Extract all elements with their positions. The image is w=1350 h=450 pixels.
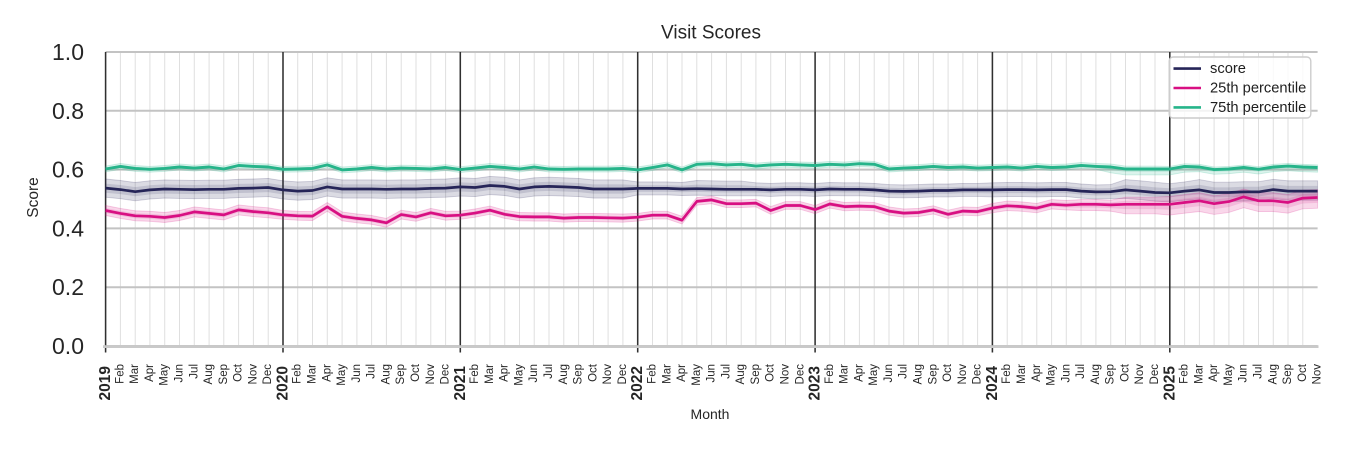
svg-text:Apr: Apr bbox=[499, 364, 511, 382]
svg-text:Oct: Oct bbox=[942, 363, 954, 382]
svg-text:Sep: Sep bbox=[1282, 364, 1294, 384]
svg-text:Feb: Feb bbox=[1179, 364, 1191, 384]
svg-text:Jul: Jul bbox=[720, 364, 732, 379]
svg-text:Aug: Aug bbox=[558, 364, 570, 384]
svg-text:Aug: Aug bbox=[380, 364, 392, 384]
svg-text:Jul: Jul bbox=[1075, 364, 1087, 379]
svg-text:Aug: Aug bbox=[735, 364, 747, 384]
svg-text:May: May bbox=[691, 364, 703, 386]
svg-text:75th percentile: 75th percentile bbox=[1210, 100, 1306, 116]
svg-text:Nov: Nov bbox=[957, 364, 969, 385]
svg-text:May: May bbox=[1223, 364, 1235, 386]
svg-text:Jul: Jul bbox=[898, 364, 910, 379]
svg-text:0.4: 0.4 bbox=[52, 215, 84, 241]
svg-text:Oct: Oct bbox=[765, 363, 777, 382]
svg-text:Nov: Nov bbox=[1312, 364, 1324, 385]
svg-text:Mar: Mar bbox=[307, 364, 319, 384]
svg-text:Oct: Oct bbox=[233, 363, 245, 382]
svg-text:Dec: Dec bbox=[1149, 364, 1161, 385]
svg-text:Oct: Oct bbox=[587, 363, 599, 382]
svg-text:2022: 2022 bbox=[629, 366, 646, 400]
svg-text:1.0: 1.0 bbox=[52, 39, 84, 65]
svg-text:0.6: 0.6 bbox=[52, 157, 84, 183]
svg-text:Apr: Apr bbox=[853, 364, 865, 382]
svg-text:Dec: Dec bbox=[794, 364, 806, 385]
svg-text:Dec: Dec bbox=[440, 364, 452, 385]
svg-text:Jul: Jul bbox=[366, 364, 378, 379]
svg-text:Jul: Jul bbox=[188, 364, 200, 379]
svg-text:Jul: Jul bbox=[1253, 364, 1265, 379]
svg-text:Feb: Feb bbox=[469, 364, 481, 384]
svg-text:Sep: Sep bbox=[573, 364, 585, 384]
svg-text:Apr: Apr bbox=[676, 364, 688, 382]
svg-text:Aug: Aug bbox=[1267, 364, 1279, 384]
svg-text:May: May bbox=[514, 364, 526, 386]
svg-text:2019: 2019 bbox=[97, 366, 114, 401]
svg-text:0.0: 0.0 bbox=[52, 333, 84, 359]
svg-text:Sep: Sep bbox=[395, 364, 407, 384]
svg-text:Mar: Mar bbox=[1193, 364, 1205, 384]
svg-text:Nov: Nov bbox=[780, 364, 792, 385]
svg-text:Aug: Aug bbox=[1090, 364, 1102, 384]
svg-text:0.2: 0.2 bbox=[52, 274, 84, 300]
svg-text:Nov: Nov bbox=[602, 364, 614, 385]
svg-text:0.8: 0.8 bbox=[52, 98, 84, 124]
svg-text:May: May bbox=[336, 364, 348, 386]
svg-text:2025: 2025 bbox=[1161, 366, 1178, 401]
svg-text:Jun: Jun bbox=[351, 364, 363, 383]
svg-text:Jun: Jun bbox=[528, 364, 540, 383]
svg-text:Oct: Oct bbox=[410, 363, 422, 382]
svg-text:Jun: Jun bbox=[1060, 364, 1072, 383]
svg-text:Apr: Apr bbox=[1208, 364, 1220, 382]
svg-text:Mar: Mar bbox=[484, 364, 496, 384]
svg-text:score: score bbox=[1210, 61, 1246, 77]
svg-text:2020: 2020 bbox=[275, 366, 292, 400]
svg-text:Feb: Feb bbox=[1001, 364, 1013, 384]
svg-text:May: May bbox=[159, 364, 171, 386]
svg-text:Mar: Mar bbox=[661, 364, 673, 384]
svg-text:Aug: Aug bbox=[203, 364, 215, 384]
svg-text:Nov: Nov bbox=[247, 364, 259, 385]
svg-text:Mar: Mar bbox=[839, 364, 851, 384]
svg-text:Sep: Sep bbox=[927, 364, 939, 384]
svg-text:Sep: Sep bbox=[218, 364, 230, 384]
svg-text:2021: 2021 bbox=[452, 366, 469, 401]
svg-text:Sep: Sep bbox=[750, 364, 762, 384]
svg-text:Apr: Apr bbox=[1031, 364, 1043, 382]
svg-text:Jun: Jun bbox=[1238, 364, 1250, 383]
svg-text:May: May bbox=[868, 364, 880, 386]
svg-text:Apr: Apr bbox=[321, 364, 333, 382]
svg-text:Mar: Mar bbox=[129, 364, 141, 384]
svg-text:Oct: Oct bbox=[1297, 363, 1309, 382]
svg-text:Dec: Dec bbox=[617, 364, 629, 385]
svg-text:Apr: Apr bbox=[144, 364, 156, 382]
svg-text:25th percentile: 25th percentile bbox=[1210, 81, 1306, 97]
svg-text:Oct: Oct bbox=[1120, 363, 1132, 382]
svg-text:Feb: Feb bbox=[824, 364, 836, 384]
svg-text:Jun: Jun bbox=[883, 364, 895, 383]
svg-text:Dec: Dec bbox=[972, 364, 984, 385]
svg-text:Feb: Feb bbox=[647, 364, 659, 384]
svg-text:Nov: Nov bbox=[425, 364, 437, 385]
svg-text:Sep: Sep bbox=[1105, 364, 1117, 384]
svg-text:Jun: Jun bbox=[174, 364, 186, 383]
svg-text:Nov: Nov bbox=[1134, 364, 1146, 385]
svg-text:Visit Scores: Visit Scores bbox=[661, 23, 761, 44]
svg-text:Aug: Aug bbox=[913, 364, 925, 384]
svg-text:Dec: Dec bbox=[262, 364, 274, 385]
svg-text:May: May bbox=[1046, 364, 1058, 386]
svg-text:2023: 2023 bbox=[807, 366, 824, 401]
svg-text:Score: Score bbox=[25, 177, 42, 218]
svg-text:Month: Month bbox=[691, 406, 730, 422]
svg-text:Feb: Feb bbox=[114, 364, 126, 384]
svg-text:Mar: Mar bbox=[1016, 364, 1028, 384]
svg-text:Jul: Jul bbox=[543, 364, 555, 379]
svg-text:2024: 2024 bbox=[984, 366, 1001, 401]
svg-text:Feb: Feb bbox=[292, 364, 304, 384]
svg-text:Jun: Jun bbox=[706, 364, 718, 383]
